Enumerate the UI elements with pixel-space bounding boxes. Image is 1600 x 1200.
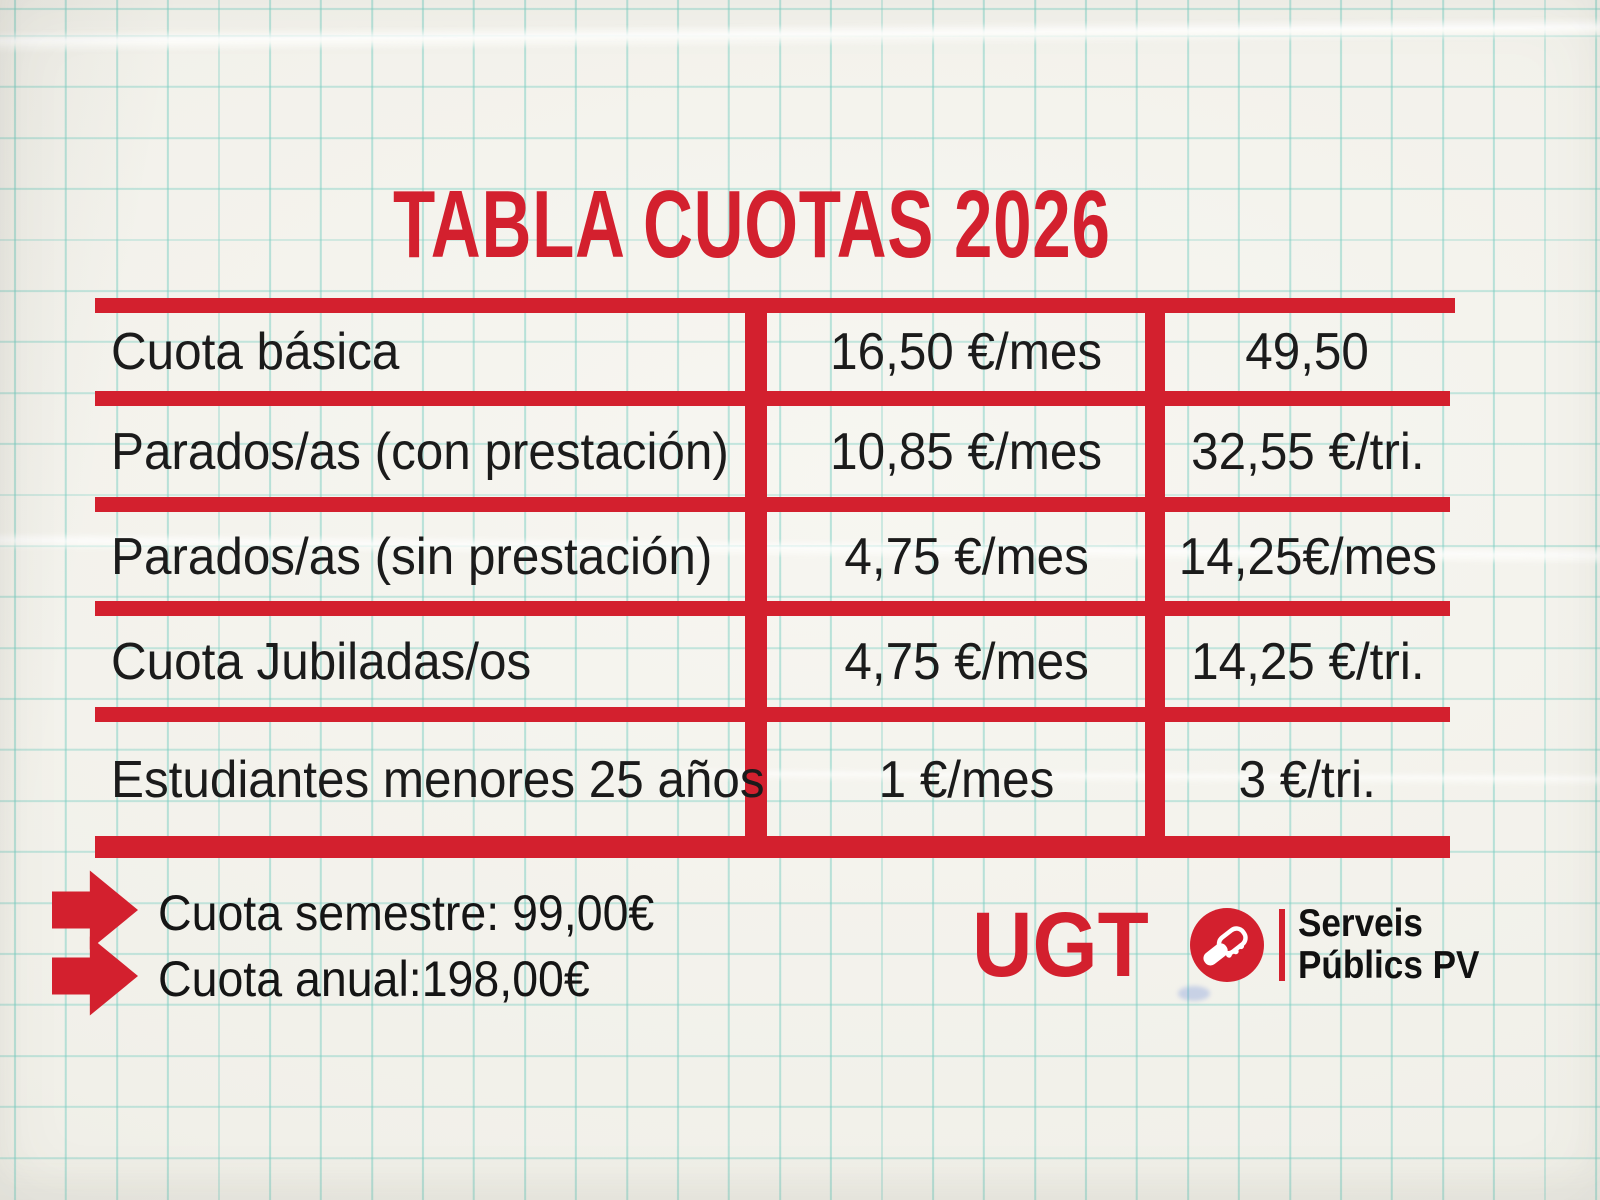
fee-label: Estudiantes menores 25 años: [111, 750, 765, 809]
logo-separator: [1279, 909, 1286, 981]
table-row: Parados/as (con prestación) 10,85 €/mes …: [95, 407, 1450, 497]
fee-quarterly-cell: 14,25 €/tri.: [1165, 632, 1450, 692]
page-title: TABLA CUOTAS 2026: [393, 171, 1111, 278]
fee-label: Parados/as (con prestación): [111, 423, 729, 481]
org-name-line1: Serveis: [1298, 902, 1424, 945]
fee-quarterly: 3 €/tri.: [1238, 750, 1377, 809]
fee-quarterly-cell: 3 €/tri.: [1165, 750, 1450, 810]
org-name-line2: Públics PV: [1298, 944, 1480, 987]
table-horizontal-rule: [95, 391, 1450, 406]
fee-quarterly: 32,55 €/tri.: [1190, 423, 1425, 481]
ugt-wordmark: UGT: [972, 894, 1149, 996]
fees-table: Cuota básica 16,50 €/mes 49,50 Parados/a…: [95, 298, 1455, 858]
table-horizontal-rule: [95, 497, 1450, 512]
fee-quarterly: 14,25€/mes: [1178, 528, 1437, 586]
fee-monthly: 4,75 €/mes: [844, 528, 1089, 586]
fee-monthly-cell: 1 €/mes: [768, 750, 1165, 810]
table-column-divider: [1145, 298, 1165, 858]
fee-label: Parados/as (sin prestación): [111, 528, 713, 586]
fee-monthly: 16,50 €/mes: [830, 323, 1103, 381]
fee-label-cell: Cuota básica: [95, 322, 768, 382]
semester-fee-note: Cuota semestre: 99,00€: [158, 885, 655, 941]
fee-quarterly: 49,50: [1245, 323, 1370, 381]
table-row: Parados/as (sin prestación) 4,75 €/mes 1…: [95, 513, 1450, 601]
fee-label: Cuota básica: [111, 323, 400, 381]
fee-monthly-cell: 10,85 €/mes: [768, 422, 1165, 482]
fee-monthly: 4,75 €/mes: [844, 633, 1089, 691]
annual-fee-note: Cuota anual:198,00€: [158, 951, 590, 1007]
org-name: Serveis Públics PV: [1298, 903, 1479, 987]
fee-monthly-cell: 4,75 €/mes: [768, 527, 1165, 587]
fee-label-cell: Cuota Jubiladas/os: [95, 632, 768, 692]
fee-monthly-cell: 4,75 €/mes: [768, 632, 1165, 692]
table-horizontal-rule: [95, 836, 1450, 858]
fee-monthly-cell: 16,50 €/mes: [768, 322, 1165, 382]
fee-monthly: 10,85 €/mes: [830, 423, 1103, 481]
fee-label: Cuota Jubiladas/os: [111, 633, 532, 691]
fee-quarterly-cell: 49,50: [1165, 322, 1450, 382]
fee-quarterly-cell: 32,55 €/tri.: [1165, 422, 1450, 482]
fee-quarterly: 14,25 €/tri.: [1190, 633, 1425, 691]
ink-smudge: [1178, 986, 1210, 1001]
handshake-icon: [1190, 908, 1265, 982]
table-column-divider: [745, 298, 767, 858]
ugt-logo: UGT Serveis Públics PV: [972, 894, 1500, 996]
fee-label-cell: Parados/as (sin prestación): [95, 527, 768, 587]
table-horizontal-rule: [95, 601, 1450, 616]
table-horizontal-rule: [95, 298, 1455, 313]
fee-label-cell: Estudiantes menores 25 años: [95, 750, 768, 810]
fee-quarterly-cell: 14,25€/mes: [1165, 527, 1450, 587]
table-row: Cuota básica 16,50 €/mes 49,50: [95, 313, 1450, 391]
fee-monthly: 1 €/mes: [878, 750, 1055, 809]
fee-label-cell: Parados/as (con prestación): [95, 422, 768, 482]
table-horizontal-rule: [95, 707, 1450, 722]
table-row: Cuota Jubiladas/os 4,75 €/mes 14,25 €/tr…: [95, 617, 1450, 707]
table-row: Estudiantes menores 25 años 1 €/mes 3 €/…: [95, 723, 1450, 836]
